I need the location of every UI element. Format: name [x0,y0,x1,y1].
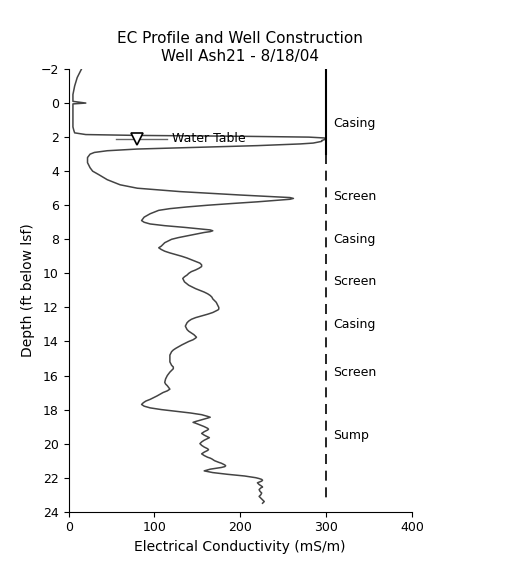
Y-axis label: Depth (ft below lsf): Depth (ft below lsf) [21,224,35,357]
Text: Casing: Casing [333,117,375,130]
Text: Screen: Screen [333,275,376,288]
Text: Casing: Casing [333,233,375,246]
Text: Casing: Casing [333,318,375,331]
Text: Sump: Sump [333,428,369,442]
Text: Screen: Screen [333,366,376,378]
Text: Screen: Screen [333,190,376,203]
Title: EC Profile and Well Construction
Well Ash21 - 8/18/04: EC Profile and Well Construction Well As… [117,31,363,64]
X-axis label: Electrical Conductivity (mS/m): Electrical Conductivity (mS/m) [135,540,346,554]
Text: Water Table: Water Table [172,132,245,145]
